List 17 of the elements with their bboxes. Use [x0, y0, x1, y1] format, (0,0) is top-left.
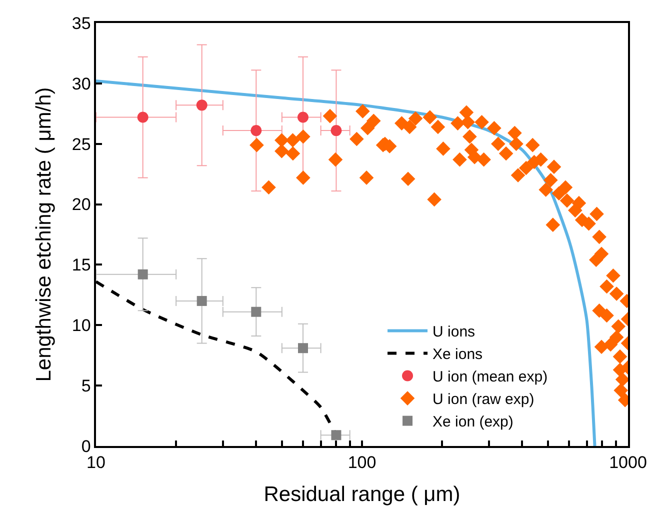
y-tick-label: 25 — [72, 134, 91, 154]
x-tick-label: 100 — [348, 453, 376, 472]
y-tick-label: 15 — [72, 256, 91, 275]
y-tick-label: 5 — [81, 376, 91, 396]
legend-label: U ion (mean exp) — [432, 368, 548, 386]
legend-label: U ion (raw exp) — [432, 391, 534, 408]
legend-label: U ions — [432, 324, 476, 341]
legend-label: Xe ions — [432, 346, 483, 364]
x-axis-title: Residual range ( μm) — [264, 482, 460, 506]
legend-label: Xe ion (exp) — [432, 414, 514, 431]
y-tick-label: 35 — [72, 14, 91, 33]
y-tick-label: 20 — [72, 195, 91, 214]
y-axis-title: Lengthwise etching rate ( μm/h) — [32, 87, 56, 382]
y-tick-label: 0 — [81, 436, 91, 456]
y-tick-label: 10 — [72, 316, 91, 336]
y-tick-label: 30 — [72, 74, 91, 94]
x-tick-label: 1000 — [609, 453, 647, 472]
